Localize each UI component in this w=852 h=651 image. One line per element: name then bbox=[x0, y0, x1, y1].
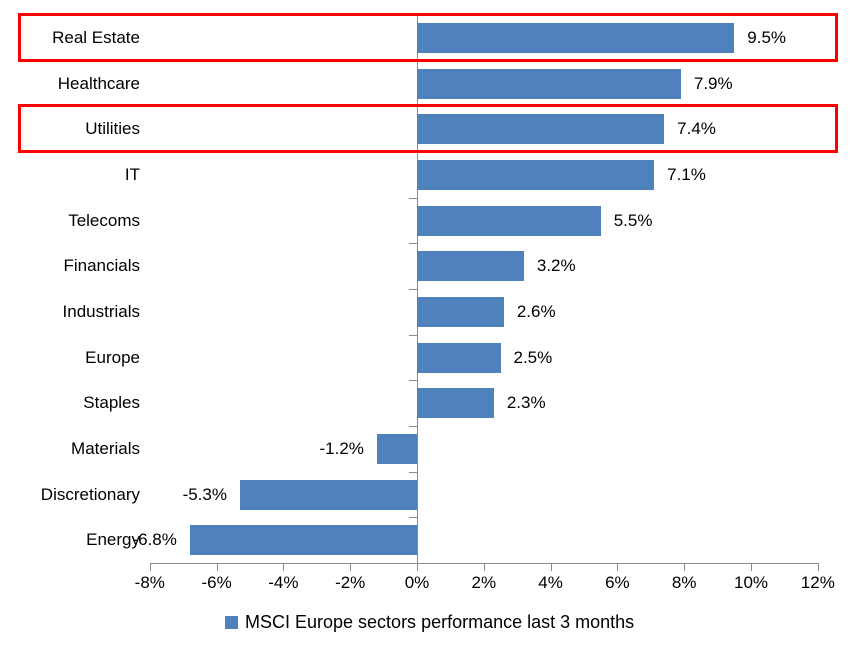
category-axis-tick bbox=[409, 334, 417, 336]
category-axis-tick bbox=[409, 289, 417, 290]
bar bbox=[417, 68, 681, 99]
bar bbox=[417, 114, 665, 145]
bar bbox=[417, 296, 504, 327]
bar bbox=[417, 342, 501, 373]
legend-label: MSCI Europe sectors performance last 3 m… bbox=[245, 611, 635, 632]
bar-value-label: 2.3% bbox=[506, 393, 546, 413]
value-axis-tick-label: 8% bbox=[671, 573, 697, 592]
category-axis-tick bbox=[409, 471, 417, 473]
value-axis-tick bbox=[149, 563, 151, 571]
category-label: Industrials bbox=[62, 302, 140, 321]
value-axis-tick-label: 4% bbox=[538, 573, 563, 592]
category-axis-tick bbox=[409, 517, 417, 519]
category-label: Europe bbox=[85, 347, 140, 367]
value-axis-tick bbox=[350, 563, 352, 571]
category-axis-tick bbox=[409, 243, 417, 245]
bar-value-label: -5.3% bbox=[182, 484, 227, 504]
value-axis-tick bbox=[283, 563, 285, 571]
value-axis-tick-label: -2% bbox=[335, 573, 366, 592]
bar-value-label: 7.1% bbox=[667, 164, 706, 184]
value-axis-tick-label: 12% bbox=[800, 573, 835, 592]
bar-value-label: 7.4% bbox=[677, 119, 716, 139]
category-label: Utilities bbox=[85, 119, 140, 139]
category-label: Staples bbox=[83, 393, 140, 413]
bar-value-label: 9.5% bbox=[747, 27, 787, 47]
category-axis-tick bbox=[409, 426, 417, 427]
category-axis-tick bbox=[409, 563, 417, 564]
highlight-box-real-estate bbox=[18, 12, 838, 63]
legend-series-swatch-icon bbox=[225, 615, 238, 629]
category-axis-tick bbox=[409, 15, 417, 16]
category-label: Materials bbox=[71, 439, 140, 458]
category-axis-tick bbox=[409, 106, 417, 108]
highlight-box-utilities bbox=[18, 103, 838, 154]
category-axis-line bbox=[417, 15, 418, 563]
category-label: Real Estate bbox=[52, 28, 140, 47]
bar bbox=[417, 388, 494, 419]
bar bbox=[417, 205, 601, 236]
category-label: Telecoms bbox=[68, 210, 140, 230]
category-label: Energy bbox=[86, 530, 140, 550]
bar bbox=[417, 22, 735, 53]
bar-value-label: 2.5% bbox=[513, 347, 553, 367]
category-label: Financials bbox=[63, 256, 140, 276]
value-axis-tick bbox=[684, 563, 686, 571]
bar bbox=[239, 479, 417, 510]
category-axis-tick bbox=[409, 197, 417, 199]
value-axis-tick-label: -8% bbox=[134, 573, 165, 592]
category-label: IT bbox=[124, 165, 140, 184]
value-axis-tick-label: 0% bbox=[404, 573, 430, 592]
bar bbox=[417, 159, 655, 190]
value-axis-tick bbox=[817, 563, 819, 571]
value-axis-tick-label: 10% bbox=[733, 573, 769, 592]
value-axis-tick-label: 6% bbox=[605, 573, 630, 592]
category-label: Discretionary bbox=[40, 484, 140, 504]
bar-value-label: 5.5% bbox=[613, 210, 653, 230]
bar-value-label: -6.8% bbox=[132, 530, 177, 550]
bar-value-label: 7.9% bbox=[693, 73, 733, 93]
bar-value-label: 2.6% bbox=[516, 301, 556, 321]
category-axis-tick bbox=[409, 380, 417, 382]
bar-value-label: -1.2% bbox=[319, 438, 364, 458]
bar bbox=[189, 525, 417, 556]
value-axis-tick bbox=[417, 563, 418, 571]
value-axis-tick bbox=[617, 563, 619, 571]
value-axis-tick bbox=[751, 563, 752, 571]
value-axis-tick-label: 2% bbox=[471, 573, 497, 592]
value-axis-tick-label: -6% bbox=[201, 573, 232, 592]
bar-value-label: 3.2% bbox=[536, 256, 576, 276]
bar bbox=[417, 251, 524, 282]
legend: MSCI Europe sectors performance last 3 m… bbox=[225, 609, 634, 635]
value-axis-tick bbox=[483, 563, 485, 571]
category-label: Healthcare bbox=[57, 73, 140, 93]
value-axis-tick bbox=[550, 563, 552, 571]
value-axis-tick bbox=[216, 563, 218, 571]
bar bbox=[376, 433, 417, 464]
value-axis-tick-label: -4% bbox=[268, 573, 299, 592]
